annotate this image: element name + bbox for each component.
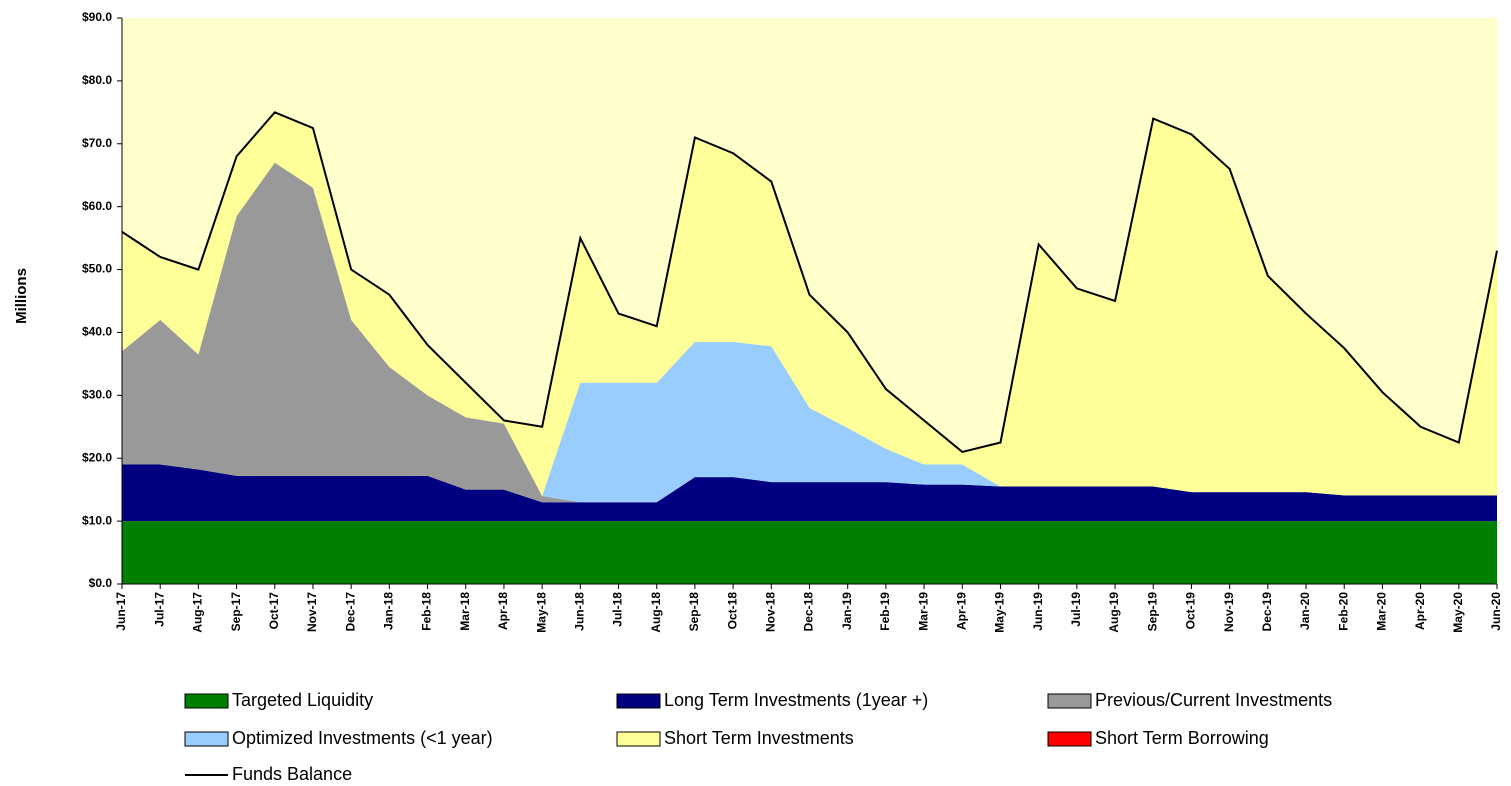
y-tick-label: $0.0 xyxy=(89,576,113,590)
x-tick-label: Nov-17 xyxy=(305,592,319,632)
x-tick-label: Mar-19 xyxy=(916,592,930,631)
y-tick-label: $50.0 xyxy=(82,262,112,276)
area xyxy=(122,464,1497,522)
x-tick-label: Jun-20 xyxy=(1489,592,1503,631)
x-tick-label: Oct-19 xyxy=(1184,592,1198,630)
legend-label: Short Term Investments xyxy=(664,728,854,748)
y-tick-label: $30.0 xyxy=(82,388,112,402)
x-tick-label: May-18 xyxy=(534,592,548,633)
legend-swatch xyxy=(616,731,661,747)
area xyxy=(122,162,1497,503)
x-tick-label: Jun-17 xyxy=(114,592,128,631)
y-tick-label: $10.0 xyxy=(82,513,112,527)
legend-label: Short Term Borrowing xyxy=(1095,728,1269,748)
x-tick-label: Feb-19 xyxy=(878,592,892,631)
legend-swatch xyxy=(616,693,661,709)
x-tick-label: Jul-19 xyxy=(1069,592,1083,627)
area xyxy=(122,521,1497,584)
x-tick-label: Jul-17 xyxy=(152,592,166,627)
legend-label: Optimized Investments (<1 year) xyxy=(232,728,493,748)
legend-swatch xyxy=(1047,731,1092,747)
x-tick-label: Dec-18 xyxy=(802,592,816,632)
x-tick-label: Mar-18 xyxy=(458,592,472,631)
x-tick-label: Dec-19 xyxy=(1260,592,1274,632)
legend-label: Targeted Liquidity xyxy=(232,690,373,710)
x-tick-label: May-20 xyxy=(1451,592,1465,633)
x-tick-label: Aug-19 xyxy=(1107,592,1121,633)
y-tick-label: $90.0 xyxy=(82,10,112,24)
legend-swatch xyxy=(1047,693,1092,709)
legend-label: Long Term Investments (1year +) xyxy=(664,690,928,710)
legend-label: Previous/Current Investments xyxy=(1095,690,1332,710)
x-tick-label: Nov-18 xyxy=(763,592,777,632)
y-tick-label: $80.0 xyxy=(82,73,112,87)
x-tick-label: Aug-18 xyxy=(649,592,663,633)
x-tick-label: Jun-19 xyxy=(1031,592,1045,631)
y-tick-label: $70.0 xyxy=(82,136,112,150)
x-tick-label: Mar-20 xyxy=(1375,592,1389,631)
y-tick-label: $20.0 xyxy=(82,450,112,464)
y-tick-label: $60.0 xyxy=(82,199,112,213)
x-tick-label: Sep-18 xyxy=(687,592,701,632)
x-tick-label: Sep-17 xyxy=(229,592,243,632)
legend-label: Funds Balance xyxy=(232,764,352,784)
area xyxy=(122,112,1497,496)
y-axis-label: Millions xyxy=(13,268,30,324)
y-tick-label: $40.0 xyxy=(82,325,112,339)
x-tick-label: Jan-19 xyxy=(840,592,854,630)
x-tick-label: May-19 xyxy=(993,592,1007,633)
legend-swatch xyxy=(184,731,229,747)
line xyxy=(121,111,1498,454)
x-tick-label: Jun-18 xyxy=(573,592,587,631)
x-tick-label: Feb-18 xyxy=(420,592,434,631)
x-tick-label: Apr-19 xyxy=(954,592,968,630)
x-tick-label: Jan-18 xyxy=(382,592,396,630)
x-tick-label: Aug-17 xyxy=(191,592,205,633)
x-tick-label: Apr-18 xyxy=(496,592,510,630)
x-tick-label: Nov-19 xyxy=(1222,592,1236,632)
x-tick-label: Dec-17 xyxy=(343,592,357,632)
x-tick-label: Oct-18 xyxy=(725,592,739,630)
legend-swatch xyxy=(184,693,229,709)
x-tick-label: Oct-17 xyxy=(267,592,281,630)
x-tick-label: Jan-20 xyxy=(1298,592,1312,630)
x-tick-label: Sep-19 xyxy=(1145,592,1159,632)
x-tick-label: Jul-18 xyxy=(611,592,625,627)
x-tick-label: Apr-20 xyxy=(1413,592,1427,630)
x-tick-label: Feb-20 xyxy=(1336,592,1350,631)
